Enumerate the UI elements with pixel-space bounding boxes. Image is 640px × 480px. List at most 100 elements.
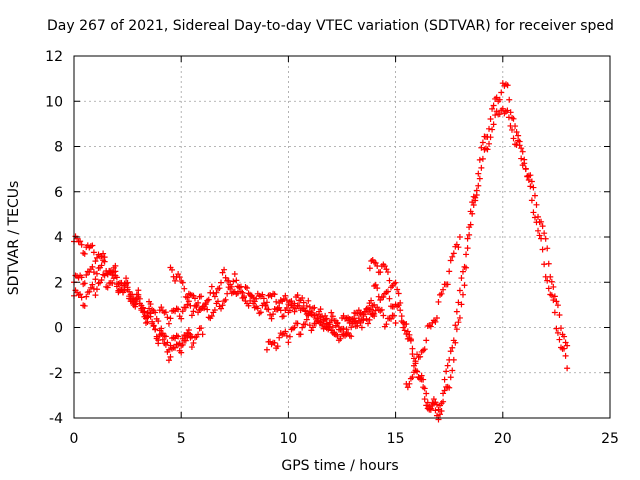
data-point (175, 333, 182, 340)
data-point (366, 316, 373, 323)
data-point (172, 277, 179, 284)
data-point (285, 339, 292, 346)
data-point (438, 400, 445, 407)
data-point (239, 289, 246, 296)
data-point (519, 148, 526, 155)
data-point (486, 125, 493, 132)
data-point (167, 342, 174, 349)
data-point (190, 340, 197, 347)
data-point (446, 268, 453, 275)
data-point (325, 326, 332, 333)
data-point (490, 102, 497, 109)
data-point (208, 313, 215, 320)
data-point (167, 353, 174, 360)
data-point (551, 293, 558, 300)
data-point (418, 372, 425, 379)
data-point (86, 288, 93, 295)
data-point (90, 249, 97, 256)
data-point (164, 339, 171, 346)
data-point (308, 309, 315, 316)
data-point (446, 384, 453, 391)
data-point (121, 286, 128, 293)
data-point (476, 156, 483, 163)
data-point (89, 242, 96, 249)
data-point (101, 272, 108, 279)
data-point (427, 323, 434, 330)
data-point (188, 333, 195, 340)
data-point (329, 324, 336, 331)
data-point (202, 301, 209, 308)
data-point (372, 281, 379, 288)
data-point (518, 145, 525, 152)
data-point (123, 280, 130, 287)
data-point (254, 305, 261, 312)
data-point (496, 111, 503, 118)
data-point (513, 129, 520, 136)
data-point (421, 385, 428, 392)
data-point (93, 254, 100, 261)
data-point (417, 353, 424, 360)
data-point (421, 346, 428, 353)
data-point (165, 320, 172, 327)
data-point (208, 283, 215, 290)
data-point (446, 356, 453, 363)
data-point (169, 266, 176, 273)
data-point (299, 295, 306, 302)
data-point (438, 290, 445, 297)
data-point (300, 299, 307, 306)
data-point (265, 306, 272, 313)
data-point (280, 313, 287, 320)
data-point (493, 108, 500, 115)
data-point (550, 297, 557, 304)
data-point (176, 274, 183, 281)
data-point (87, 284, 94, 291)
data-point (83, 271, 90, 278)
data-point (81, 250, 88, 257)
data-point (466, 224, 473, 231)
data-point (237, 283, 244, 290)
data-point (386, 295, 393, 302)
data-point (464, 235, 471, 242)
data-point (77, 291, 84, 298)
data-point (317, 314, 324, 321)
data-point (326, 321, 333, 328)
data-point (456, 287, 463, 294)
data-point (273, 298, 280, 305)
data-point (181, 285, 188, 292)
data-point (162, 333, 169, 340)
data-point (291, 308, 298, 315)
data-point (535, 213, 542, 220)
data-point (427, 405, 434, 412)
data-point (112, 272, 119, 279)
data-point (152, 326, 159, 333)
data-point (553, 298, 560, 305)
data-point (132, 301, 139, 308)
data-point (98, 262, 105, 269)
data-point (133, 295, 140, 302)
data-point (312, 312, 319, 319)
data-point (391, 312, 398, 319)
data-point (305, 312, 312, 319)
data-point (371, 313, 378, 320)
data-point (484, 146, 491, 153)
data-point (104, 284, 111, 291)
data-point (536, 232, 543, 239)
data-point (302, 321, 309, 328)
data-point (506, 96, 513, 103)
data-point (554, 302, 561, 309)
data-point (219, 302, 226, 309)
data-point (381, 263, 388, 270)
data-point (443, 368, 450, 375)
data-point (198, 325, 205, 332)
data-point (268, 315, 275, 322)
data-point (556, 336, 563, 343)
data-point (101, 258, 108, 265)
data-point (476, 175, 483, 182)
data-point (227, 285, 234, 292)
data-point (305, 297, 312, 304)
data-point (461, 282, 468, 289)
data-point (407, 336, 414, 343)
data-point (554, 329, 561, 336)
data-point (406, 380, 413, 387)
data-point (478, 144, 485, 151)
